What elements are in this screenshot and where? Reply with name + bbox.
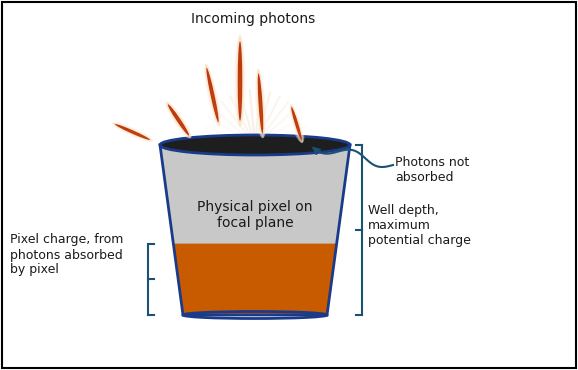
Ellipse shape [160, 135, 350, 155]
Ellipse shape [255, 69, 266, 138]
Ellipse shape [203, 64, 222, 127]
Ellipse shape [291, 107, 302, 140]
Ellipse shape [290, 104, 303, 143]
Ellipse shape [257, 69, 265, 138]
Ellipse shape [168, 104, 189, 136]
Ellipse shape [290, 104, 303, 143]
Ellipse shape [258, 74, 263, 134]
Ellipse shape [115, 124, 150, 140]
Ellipse shape [166, 102, 191, 138]
Ellipse shape [165, 102, 192, 138]
Ellipse shape [166, 102, 191, 138]
Ellipse shape [232, 35, 248, 127]
Ellipse shape [127, 130, 147, 138]
Ellipse shape [295, 118, 301, 138]
Ellipse shape [112, 122, 153, 142]
Ellipse shape [238, 41, 242, 121]
Ellipse shape [112, 123, 153, 141]
Text: Well depth,
maximum
potential charge: Well depth, maximum potential charge [368, 204, 471, 246]
Text: Incoming photons: Incoming photons [191, 12, 315, 26]
Polygon shape [173, 243, 336, 315]
Ellipse shape [236, 35, 244, 127]
Ellipse shape [205, 64, 220, 127]
Ellipse shape [175, 115, 187, 133]
Ellipse shape [288, 104, 305, 143]
Ellipse shape [210, 86, 217, 118]
Polygon shape [160, 145, 350, 315]
Text: Photons not
absorbed: Photons not absorbed [395, 156, 469, 184]
Ellipse shape [239, 68, 241, 114]
Text: Pixel charge, from
photons absorbed
by pixel: Pixel charge, from photons absorbed by p… [10, 233, 123, 276]
Ellipse shape [204, 64, 221, 127]
Ellipse shape [206, 68, 218, 122]
Ellipse shape [260, 94, 262, 128]
Ellipse shape [235, 35, 246, 127]
Ellipse shape [254, 69, 268, 138]
Text: Physical pixel on
focal plane: Physical pixel on focal plane [197, 200, 313, 230]
Ellipse shape [112, 122, 153, 142]
